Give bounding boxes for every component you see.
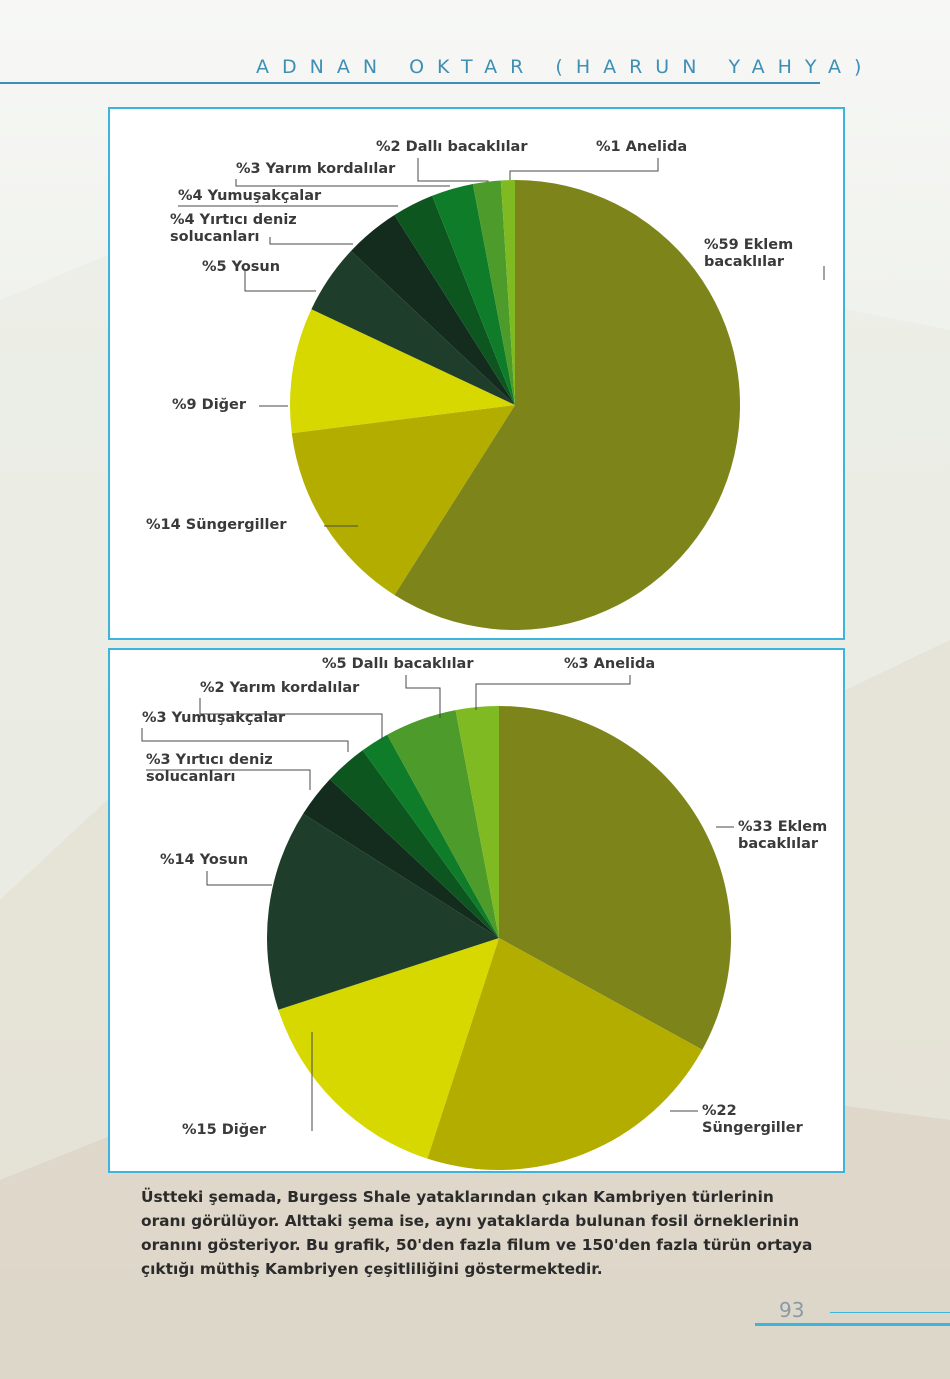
pie-chart-fossil-ratio: %33 Eklem bacaklılar %22 Süngergiller %15 Di…: [108, 648, 845, 1173]
page-number: 93: [779, 1298, 805, 1322]
pie-slice-yosun: [311, 250, 515, 405]
pie-slice-yumusakcalar: [394, 195, 515, 405]
pie-slice-eklem-bacaklilar: [394, 180, 741, 630]
slice-label-sungergiller: %22 Süngergiller: [702, 1103, 804, 1136]
slice-label-yumusakcalar: %4 Yumuşakçalar: [178, 188, 322, 204]
slice-label-sungergiller: %14 Süngergiller: [146, 517, 287, 533]
slice-label-yirtici-deniz-solucanlari: %4 Yırtıcı deniz solucanları: [170, 212, 297, 245]
slice-label-diger: %15 Diğer: [182, 1122, 267, 1138]
footer-rule: [755, 1323, 950, 1326]
pie-slice-yarim-kordalilar: [432, 183, 515, 405]
leader-line-dalli-bacaklilar: [417, 158, 489, 182]
pie-slice-sungergiller: [427, 938, 703, 1171]
leader-line-anelida: [509, 158, 659, 180]
pie-slice-anelida: [455, 706, 499, 938]
leader-line-anelida: [475, 675, 631, 710]
slice-label-dalli-bacaklilar: %2 Dallı bacaklılar: [376, 139, 528, 155]
running-header: ADNAN OKTAR (HARUN YAHYA): [256, 56, 875, 78]
leader-line-yosun: [244, 269, 316, 292]
pie-slice-dalli-bacaklilar: [472, 180, 515, 405]
slice-label-yarim-kordalilar: %2 Yarım kordalılar: [200, 680, 360, 696]
pie-slice-yirtici-deniz-solucanlari: [350, 215, 515, 405]
pie-chart-species-ratio: %59 Eklem bacaklılar %14 Süngergiller %9 Di…: [108, 107, 845, 640]
slice-label-yarim-kordalilar: %3 Yarım kordalılar: [236, 161, 396, 177]
leader-line-yosun: [206, 871, 272, 886]
pie-chart-species-svg: %59 Eklem bacaklılar %14 Süngergiller %9 Di…: [146, 139, 825, 630]
pie-slice-dalli-bacaklilar: [387, 710, 499, 938]
header-rule: [0, 82, 820, 84]
leader-line-yarim-kordalilar: [199, 698, 383, 740]
leader-line-yarim-kordalilar: [235, 179, 450, 187]
pie-slice-sungergiller: [291, 405, 515, 595]
pie-slices: [289, 180, 741, 630]
pie-slice-diger: [278, 938, 499, 1159]
figure-caption: Üstteki şemada, Burgess Shale yatakların…: [141, 1188, 813, 1278]
pie-slice-yosun: [266, 813, 499, 1010]
slice-label-anelida: %1 Anelida: [596, 139, 687, 155]
slice-label-eklem-bacaklilar: %33 Eklem bacaklılar: [738, 819, 827, 852]
leader-line-yumusakcalar: [141, 728, 349, 752]
footer-rule-thin: [830, 1312, 950, 1313]
slice-label-anelida: %3 Anelida: [564, 656, 655, 672]
slice-label-yosun: %14 Yosun: [160, 852, 248, 868]
pie-labels: %59 Eklem bacaklılar %14 Süngergiller %9 Di…: [146, 139, 825, 533]
leader-line-yirtici-deniz-solucanlari: [146, 769, 311, 790]
leader-line-dalli-bacaklilar: [405, 675, 441, 718]
slice-label-yirtici-deniz-solucanlari: %3 Yırtıcı deniz solucanları: [146, 752, 273, 785]
pie-slice-diger: [289, 309, 515, 434]
pie-chart-fossil-svg: %33 Eklem bacaklılar %22 Süngergiller %15 Di…: [141, 656, 827, 1171]
pie-slice-yirtici-deniz-solucanlari: [303, 779, 499, 938]
slice-label-yumusakcalar: %3 Yumuşakçalar: [142, 710, 286, 726]
leader-line-yirtici-deniz-solucanlari: [269, 237, 353, 245]
pie-slice-eklem-bacaklilar: [499, 706, 731, 1050]
pie-slice-yumusakcalar: [329, 750, 499, 938]
pie-slices: [266, 706, 731, 1171]
pie-labels: %33 Eklem bacaklılar %22 Süngergiller %15 Di…: [141, 656, 827, 1138]
slice-label-eklem-bacaklilar: %59 Eklem bacaklılar: [704, 237, 793, 270]
pie-slice-yarim-kordalilar: [362, 734, 499, 938]
pie-slice-anelida: [500, 180, 515, 405]
slice-label-yosun: %5 Yosun: [202, 259, 280, 275]
slice-label-diger: %9 Diğer: [172, 397, 247, 413]
slice-label-dalli-bacaklilar: %5 Dallı bacaklılar: [322, 656, 474, 672]
